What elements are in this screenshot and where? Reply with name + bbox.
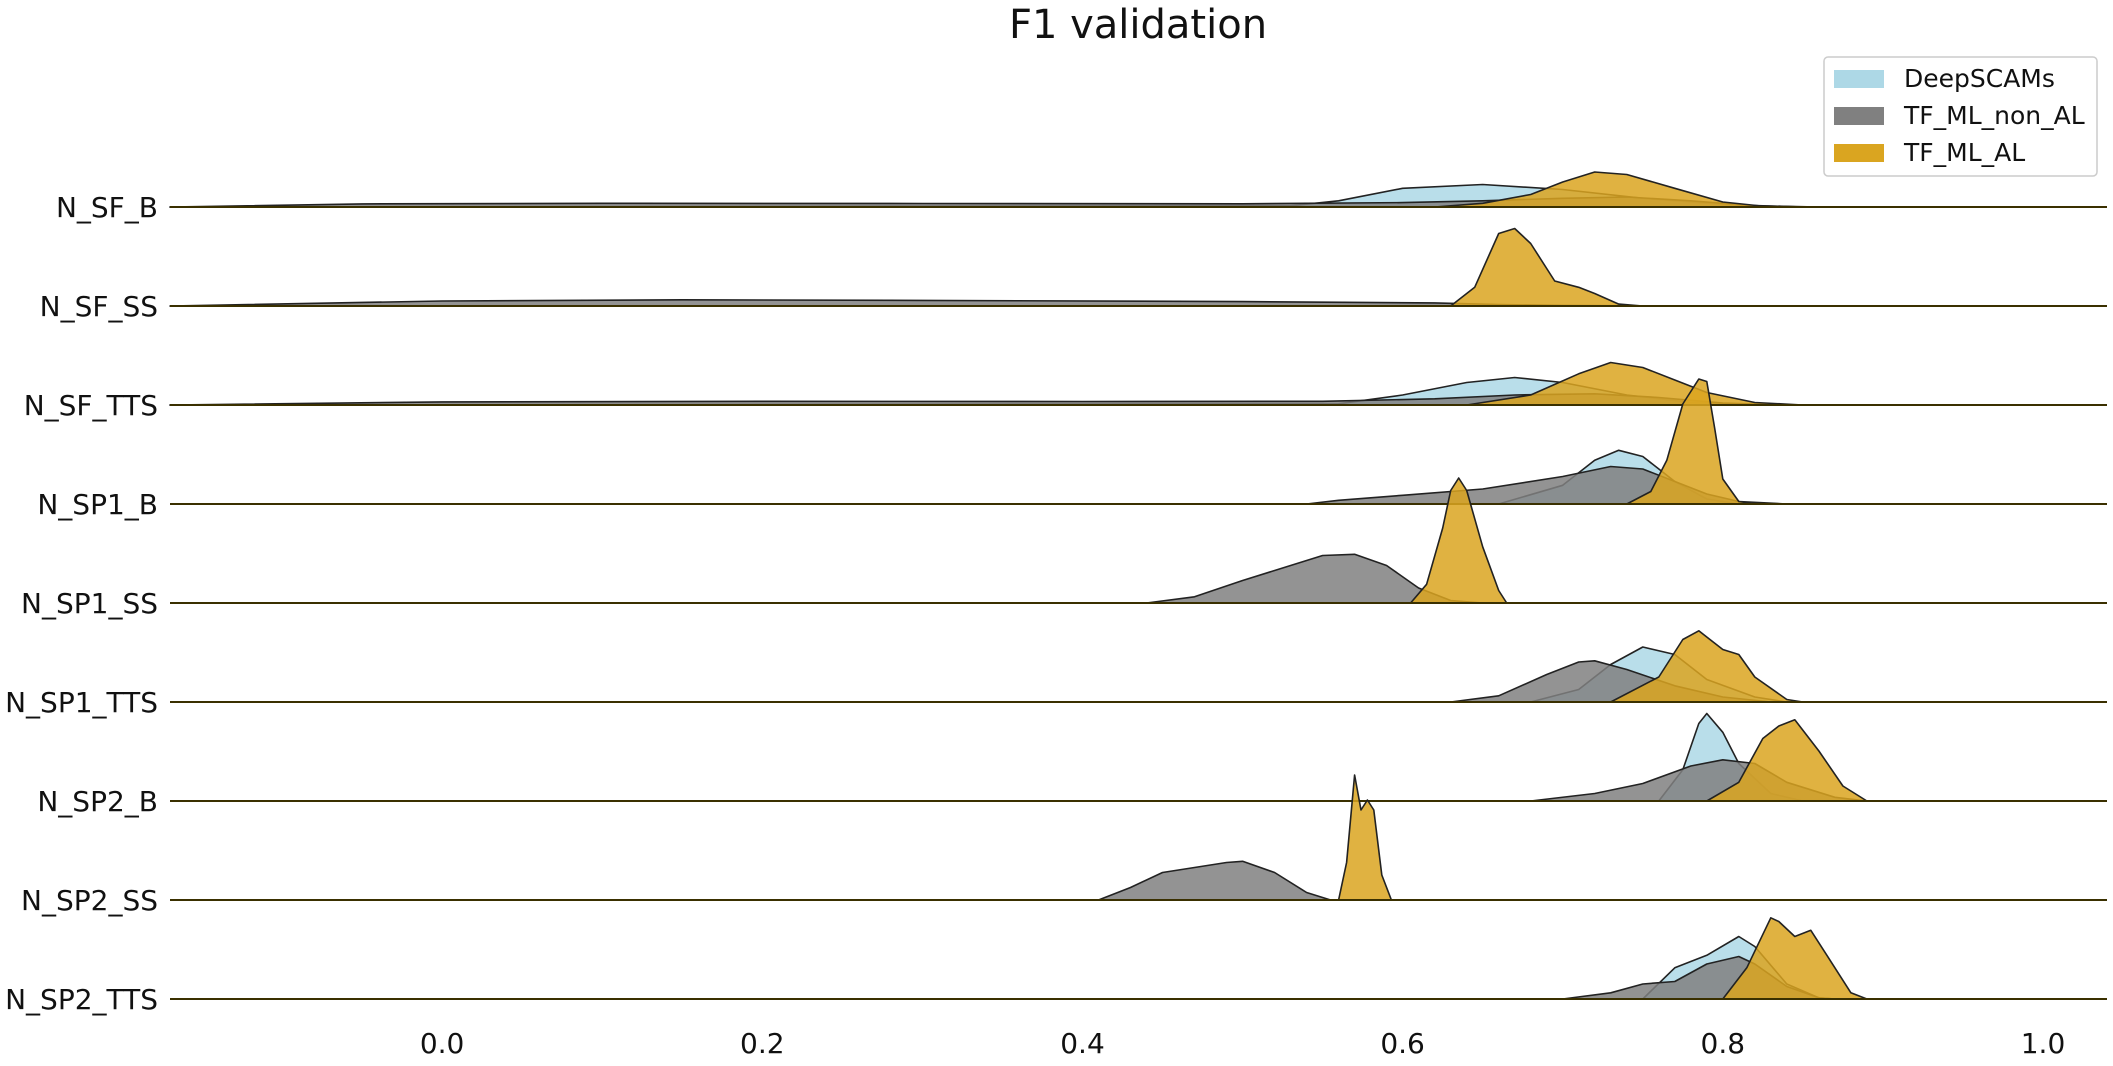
x-tick-label: 0.6: [1380, 1027, 1425, 1060]
density-tf-ml-al: [1722, 917, 1868, 1000]
legend: DeepSCAMs TF_ML_non_AL TF_ML_AL: [1823, 56, 2098, 177]
ridge-row: N_SF_TTS: [24, 361, 2107, 422]
ridge-row: N_SF_B: [56, 171, 2107, 224]
row-label: N_SP1_TTS: [5, 686, 158, 719]
x-tick-label: 0.8: [1701, 1027, 1746, 1060]
row-label: N_SP2_B: [37, 785, 158, 818]
density-tf-ml-al: [1626, 378, 1756, 505]
row-label: N_SF_SS: [40, 290, 158, 323]
legend-swatch: [1834, 107, 1884, 125]
x-axis-ticks: 0.0 0.2 0.4 0.6 0.8 1.0: [420, 1027, 2065, 1060]
ridges-layer: N_SF_B N_SF_SS N_SF_TTS N_SP1_B N_SP1_SS N_SP…: [5, 171, 2107, 1016]
row-label: N_SP1_SS: [21, 587, 158, 620]
x-tick-label: 0.4: [1060, 1027, 1105, 1060]
legend-swatch: [1834, 70, 1884, 88]
ridge-row: N_SF_SS: [40, 227, 2107, 323]
row-label: N_SP1_B: [37, 488, 158, 521]
density-tf-ml-al: [1449, 227, 1644, 307]
x-tick-label: 0.0: [420, 1027, 465, 1060]
density-tf-ml-al: [1706, 719, 1868, 802]
row-label: N_SP2_TTS: [5, 983, 158, 1016]
row-label: N_SF_TTS: [24, 389, 158, 422]
density-tf-ml-al: [1609, 630, 1804, 703]
ridge-row: N_SP2_B: [37, 712, 2107, 818]
row-label: N_SF_B: [56, 191, 158, 224]
legend-label: DeepSCAMs: [1904, 64, 2055, 93]
legend-label: TF_ML_AL: [1903, 138, 2025, 167]
ridge-row: N_SP1_SS: [21, 477, 2107, 620]
density-tf-ml-al: [1409, 477, 1508, 604]
x-tick-label: 1.0: [2021, 1027, 2066, 1060]
ridge-row: N_SP1_B: [37, 378, 2107, 521]
ridge-row: N_SP2_SS: [21, 774, 2107, 917]
ridge-row: N_SP2_TTS: [5, 917, 2107, 1016]
legend-box: [1823, 56, 2098, 177]
density-tf-ml-al: [1433, 171, 1772, 208]
legend-label: TF_ML_non_AL: [1903, 101, 2085, 130]
legend-swatch: [1834, 144, 1884, 162]
ridge-row: N_SP1_TTS: [5, 630, 2107, 719]
density-tf-ml-al: [1465, 361, 1804, 406]
chart-title: F1 validation: [1009, 2, 1267, 48]
row-label: N_SP2_SS: [21, 884, 158, 917]
density-tf-ml-non-al: [1097, 860, 1332, 901]
x-tick-label: 0.2: [740, 1027, 785, 1060]
density-tf-ml-al: [1337, 774, 1393, 901]
